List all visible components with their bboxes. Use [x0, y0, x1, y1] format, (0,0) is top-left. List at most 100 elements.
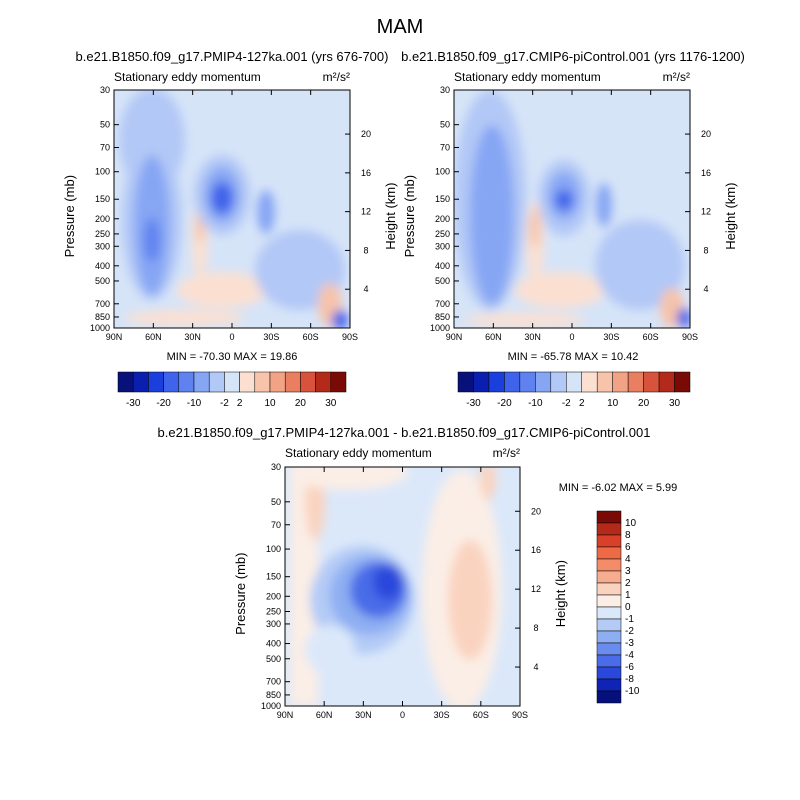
- y-tick-label: 1000: [261, 701, 281, 711]
- y2-tick-label: 16: [361, 168, 371, 178]
- panel-left-stats: MIN = -70.30 MAX = 19.86: [167, 351, 298, 363]
- y2-tick-label: 8: [363, 245, 368, 255]
- panel-bottom-field: [285, 467, 520, 706]
- y2-tick-label: 20: [361, 129, 371, 139]
- field-blob: [448, 540, 492, 660]
- colorbar-swatch: [550, 371, 567, 393]
- colorbar-top-right: -30 -20 -10 -2 2 10 20 30: [457, 371, 691, 409]
- colorbar-swatch: [535, 371, 552, 393]
- colorbar-label: -4: [625, 650, 634, 661]
- colorbar-swatch: [596, 594, 622, 608]
- colorbar-label: 20: [638, 398, 650, 409]
- x-tick-label: 90N: [277, 710, 294, 720]
- field-blob: [555, 190, 573, 210]
- x-tick-label: 30S: [434, 710, 450, 720]
- field-blob: [211, 182, 233, 214]
- y-tick-label: 50: [100, 120, 110, 130]
- colorbar-swatch: [566, 371, 582, 393]
- y-tick-label: 400: [435, 261, 450, 271]
- colorbar-label: 6: [625, 542, 631, 553]
- field-blob: [465, 313, 585, 327]
- colorbar-label: -2: [220, 398, 229, 409]
- colorbar-swatch: [315, 371, 332, 393]
- colorbar-label: 2: [625, 578, 631, 589]
- colorbar-swatch: [132, 371, 149, 393]
- colorbar-swatch: [596, 630, 622, 644]
- colorbar-swatch: [224, 371, 240, 393]
- field-blob: [288, 467, 408, 490]
- x-tick-label: 60N: [145, 332, 162, 342]
- y-tick-label: 200: [435, 214, 450, 224]
- colorbar-swatch: [612, 371, 629, 393]
- colorbar-label: 4: [625, 554, 631, 565]
- colorbar-label: 10: [607, 398, 619, 409]
- panel-bottom-title: b.e21.B1850.f09_g17.PMIP4-127ka.001 - b.…: [158, 425, 651, 440]
- colorbar-swatch: [596, 678, 622, 692]
- colorbar-label: 0: [625, 602, 631, 613]
- y-tick-label: 700: [435, 299, 450, 309]
- y-tick-label: 100: [266, 544, 281, 554]
- y-tick-label: 700: [266, 677, 281, 687]
- field-blob: [515, 272, 605, 308]
- y-tick-label: 250: [266, 607, 281, 617]
- x-tick-label: 30N: [355, 710, 372, 720]
- colorbar-top-left: -30 -20 -10 -2 2 10 20 30: [117, 371, 347, 409]
- y-tick-label: 300: [435, 241, 450, 251]
- y-tick-label: 30: [440, 85, 450, 95]
- x-tick-label: 0: [400, 710, 405, 720]
- field-blob: [257, 190, 275, 234]
- y-axis-label: Pressure (mb): [62, 175, 77, 257]
- field-blob: [144, 218, 160, 262]
- colorbar-label: -30: [466, 398, 481, 409]
- y2-tick-label: 4: [703, 284, 708, 294]
- colorbar-swatch: [488, 371, 505, 393]
- y-tick-label: 30: [100, 85, 110, 95]
- figure-title: MAM: [377, 16, 424, 38]
- colorbar-label: 2: [579, 398, 585, 409]
- y2-tick-label: 12: [361, 207, 371, 217]
- x-tick-label: 30N: [524, 332, 541, 342]
- colorbar-swatch: [658, 371, 675, 393]
- panel-right-subtitle: Stationary eddy momentum: [454, 70, 601, 84]
- y-tick-label: 400: [95, 261, 110, 271]
- x-tick-label: 90S: [512, 710, 528, 720]
- colorbar-swatch: [596, 558, 622, 572]
- y-tick-label: 250: [435, 229, 450, 239]
- y-tick-label: 850: [435, 312, 450, 322]
- y-tick-label: 1000: [430, 323, 450, 333]
- panel-right-units: m²/s²: [663, 70, 690, 84]
- colorbar-label: 8: [625, 530, 631, 541]
- colorbar-label: 10: [264, 398, 276, 409]
- y-tick-label: 70: [440, 143, 450, 153]
- colorbar-label: 2: [237, 398, 243, 409]
- y-tick-label: 70: [100, 143, 110, 153]
- colorbar-swatch: [269, 371, 286, 393]
- panel-bottom: b.e21.B1850.f09_g17.PMIP4-127ka.001 - b.…: [158, 425, 678, 720]
- panel-bottom-axes: 90N 60N 30N 0 30S 60S 90S 30 50 70 100 150 200 250 300…: [233, 462, 568, 720]
- y2-tick-label: 8: [533, 623, 538, 633]
- colorbar-label: -10: [528, 398, 543, 409]
- y-tick-label: 400: [266, 639, 281, 649]
- colorbar-label: -10: [187, 398, 202, 409]
- y-tick-label: 500: [266, 654, 281, 664]
- colorbar-swatch: [163, 371, 180, 393]
- colorbar-swatch: [581, 371, 598, 393]
- x-tick-label: 60S: [643, 332, 659, 342]
- y2-axis-label: Height (km): [383, 183, 398, 250]
- colorbar-label: 20: [295, 398, 307, 409]
- colorbar-swatch: [330, 371, 347, 393]
- colorbar-label: -20: [497, 398, 512, 409]
- colorbar-swatch: [596, 618, 622, 632]
- colorbar-label: 3: [625, 566, 631, 577]
- colorbar-swatch: [596, 522, 622, 536]
- colorbar-label: -2: [625, 626, 634, 637]
- x-tick-label: 60S: [303, 332, 319, 342]
- y2-tick-label: 20: [701, 129, 711, 139]
- colorbar-swatch: [596, 371, 613, 393]
- panel-right-title: b.e21.B1850.f09_g17.CMIP6-piControl.001 …: [401, 49, 745, 64]
- colorbar-swatch: [643, 371, 660, 393]
- colorbar-swatch: [300, 371, 316, 393]
- y2-tick-label: 4: [533, 662, 538, 672]
